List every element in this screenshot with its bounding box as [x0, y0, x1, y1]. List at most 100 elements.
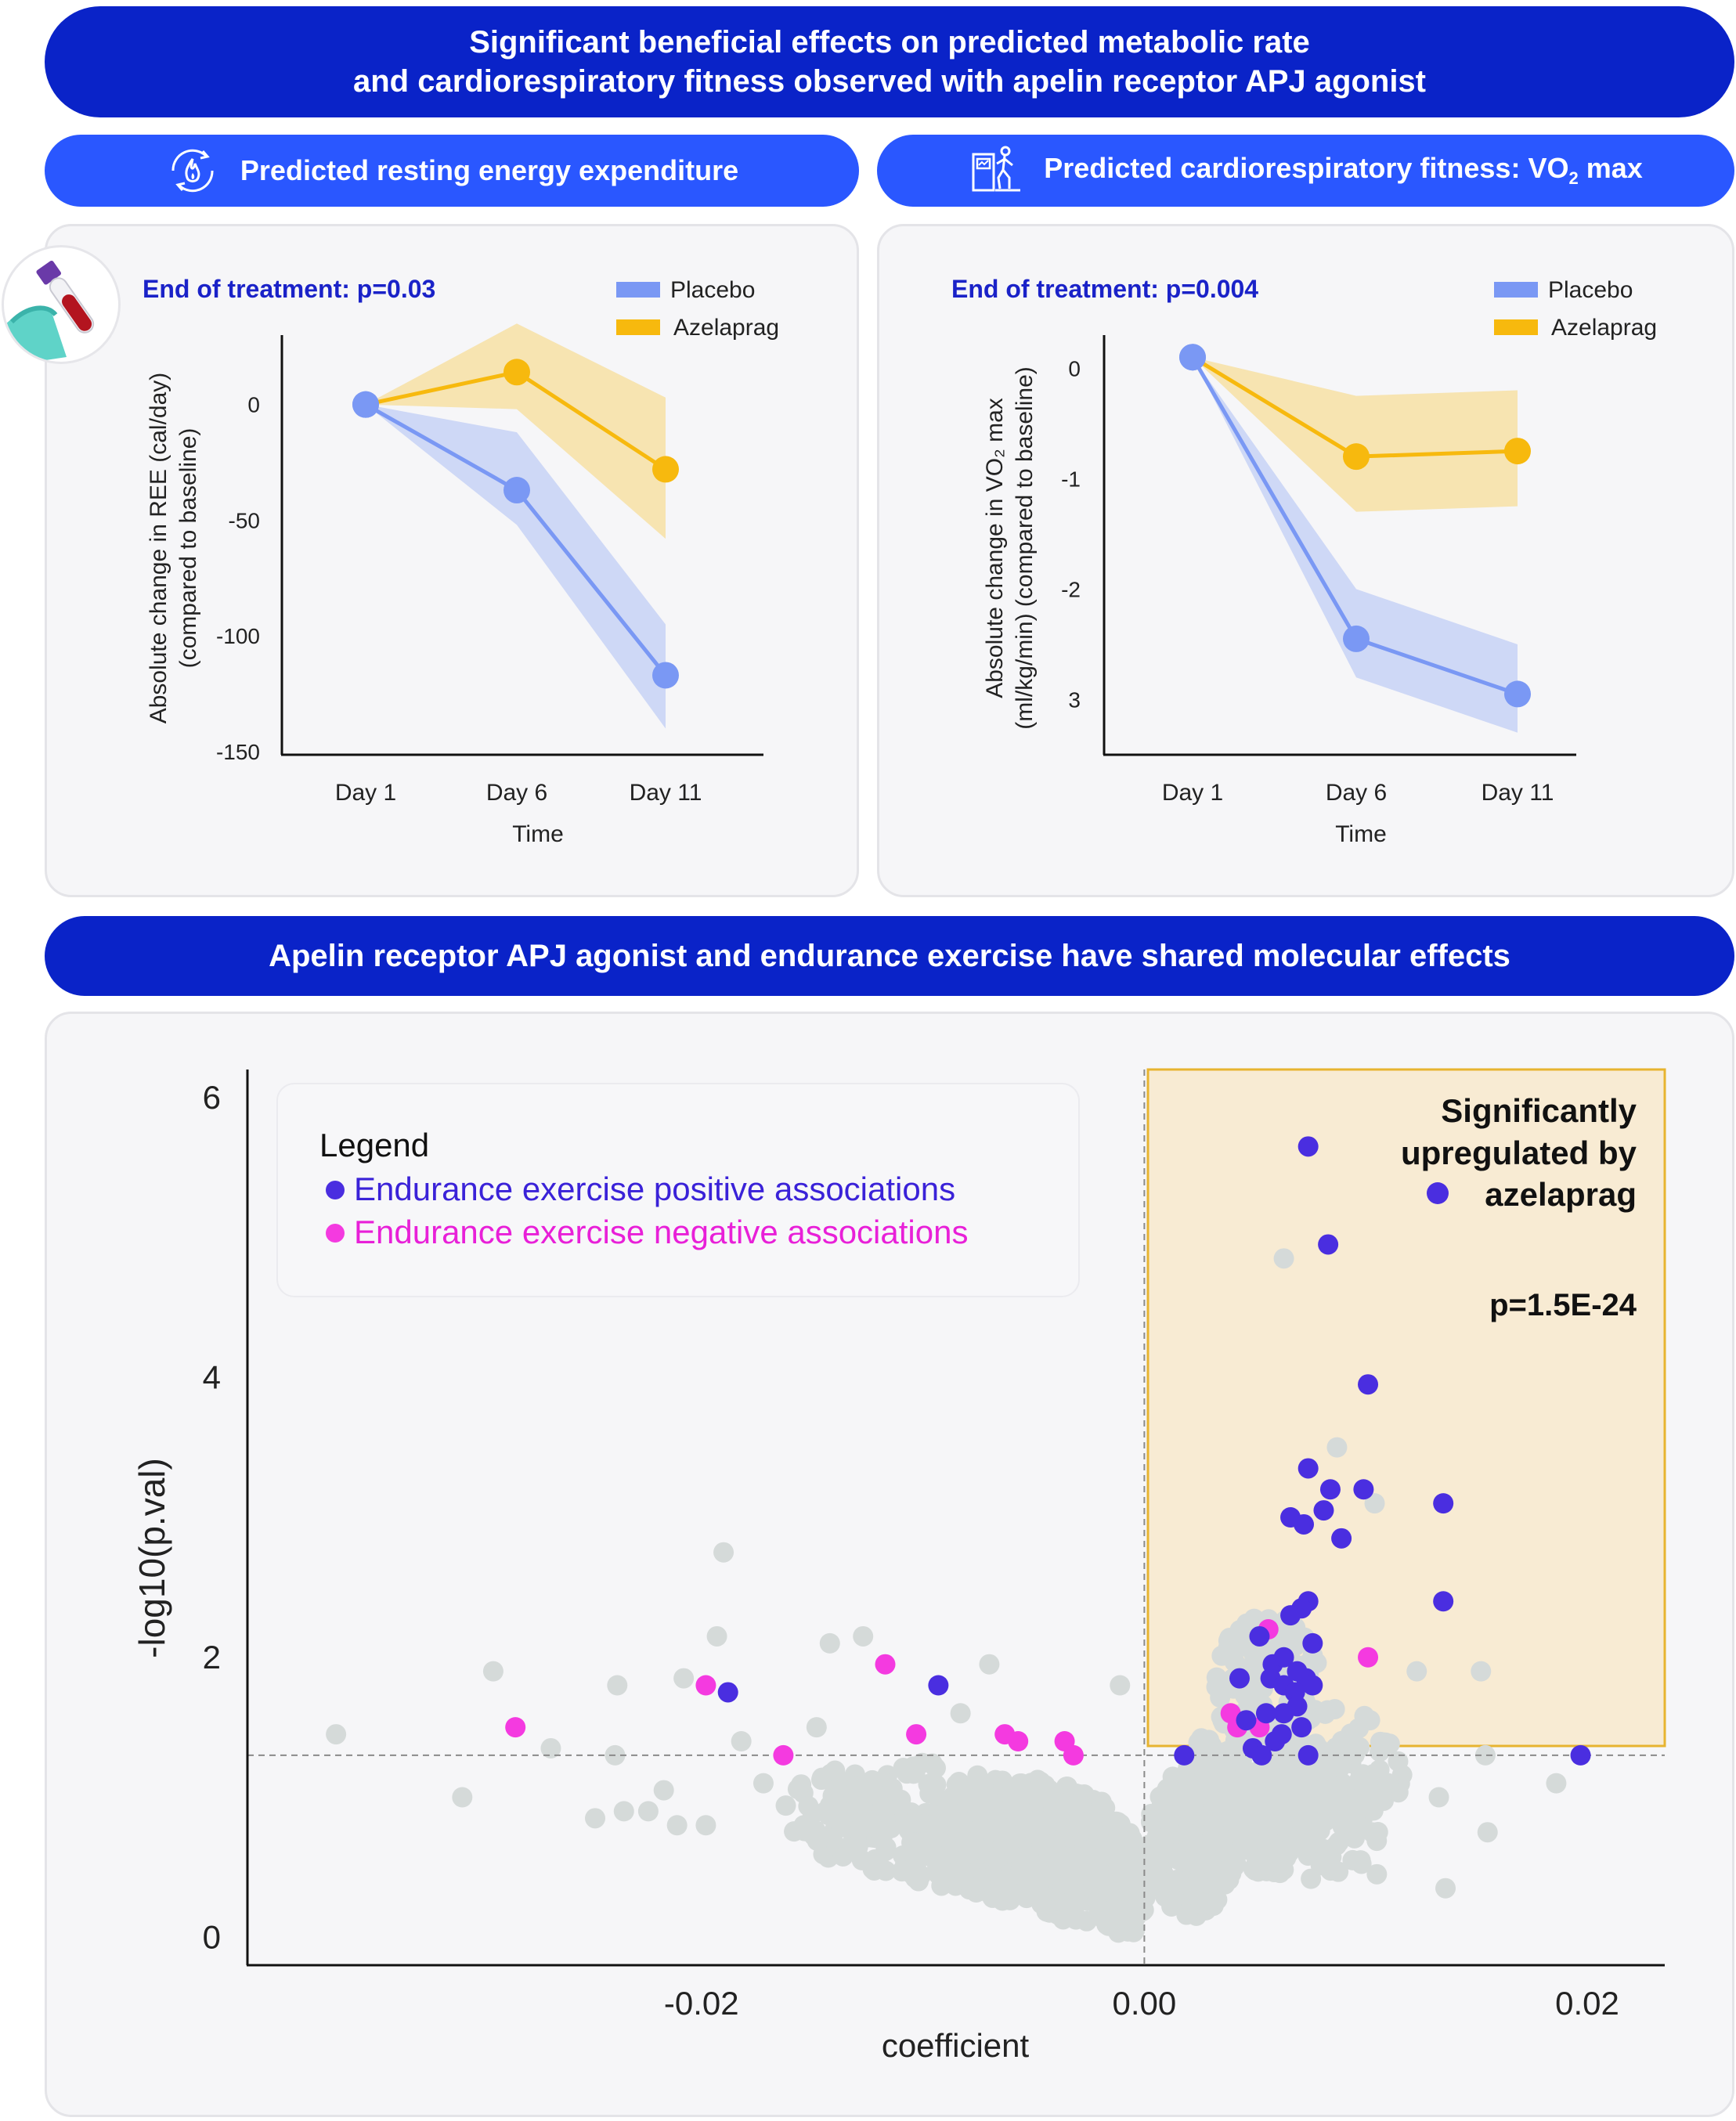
grey-point [1254, 1846, 1275, 1867]
grey-point [1301, 1868, 1322, 1889]
grey-point [990, 1816, 1011, 1838]
grey-point [846, 1777, 868, 1798]
grey-point [955, 1779, 976, 1800]
grey-point [1192, 1894, 1213, 1915]
vo2-x-tick: Day 1 [1162, 780, 1223, 806]
grey-point [1344, 1827, 1365, 1849]
grey-point [540, 1737, 561, 1758]
negative-association-point [1063, 1744, 1084, 1766]
grey-point [882, 1778, 903, 1799]
grey-point [891, 1861, 912, 1882]
ree-y-axis-label-2: (compared to baseline) [175, 428, 201, 669]
ree-legend-azelaprag-label: Azelaprag [673, 315, 779, 341]
grey-point [482, 1661, 503, 1682]
grey-point [1295, 1838, 1316, 1859]
grey-point [1147, 1839, 1168, 1860]
grey-point [1187, 1870, 1208, 1891]
positive-association-point [1273, 1647, 1294, 1668]
volcano-y-tick: 4 [203, 1358, 221, 1395]
grey-point [1135, 1884, 1156, 1905]
grey-point [637, 1801, 659, 1822]
legend-positive-dot [326, 1181, 345, 1199]
volcano-y-axis-label: -log10(p.val) [132, 1458, 172, 1658]
grey-point [806, 1717, 827, 1738]
grey-point [1109, 1845, 1130, 1866]
grey-point [1012, 1866, 1034, 1887]
grey-point [1316, 1841, 1337, 1862]
positive-association-point [1297, 1744, 1319, 1766]
positive-association-point [1255, 1703, 1276, 1724]
main-title-line-2: and cardiorespiratory fitness observed w… [353, 64, 1426, 99]
ree-panel [45, 224, 859, 897]
grey-point [706, 1625, 727, 1647]
positive-association-point [1302, 1632, 1323, 1654]
grey-point [1477, 1822, 1498, 1843]
vo2-y-axis-label-1: Absolute change in VO₂ max [982, 398, 1008, 698]
ree-y-axis-label-1: Absolute change in REE (cal/day) [146, 373, 171, 724]
grey-point [1036, 1812, 1057, 1833]
ree-placebo-band [366, 404, 666, 729]
positive-association-point [1271, 1724, 1292, 1745]
positive-association-point [1570, 1744, 1591, 1766]
volcano-x-tick: 0.02 [1555, 1985, 1619, 2022]
ree-header: Predicted resting energy expenditure [45, 135, 859, 207]
grey-point [653, 1780, 674, 1801]
grey-point [1364, 1493, 1385, 1514]
grey-point [1088, 1897, 1110, 1918]
grey-point [1056, 1795, 1077, 1816]
positive-association-point [1331, 1528, 1352, 1549]
positive-association-point [1249, 1625, 1270, 1647]
grey-point [897, 1813, 918, 1834]
vo2-placebo-point [1343, 625, 1370, 652]
positive-association-point [1251, 1744, 1272, 1766]
grey-point [893, 1758, 914, 1779]
grey-point [1215, 1842, 1236, 1863]
grey-point [1253, 1811, 1274, 1832]
positive-association-point [1358, 1374, 1379, 1395]
grey-point [1153, 1879, 1174, 1900]
ree-placebo-point [503, 477, 530, 504]
grey-point [753, 1773, 774, 1794]
ree-y-tick: -100 [216, 624, 260, 648]
grey-point [1179, 1823, 1200, 1845]
grey-point [950, 1703, 971, 1724]
vo2-x-tick: Day 11 [1482, 780, 1554, 806]
positive-association-point [1174, 1744, 1195, 1766]
ree-chart-title: End of treatment: p=0.03 [143, 275, 435, 303]
grey-point [838, 1837, 859, 1858]
box-title-dot [1427, 1182, 1449, 1204]
grey-point [1064, 1883, 1085, 1904]
box-title-line-3: azelaprag [1485, 1176, 1637, 1213]
grey-point [1273, 1248, 1294, 1269]
grey-point [1315, 1703, 1336, 1724]
volcano-legend-title: Legend [319, 1127, 429, 1163]
grey-point [872, 1827, 893, 1848]
grey-point [796, 1817, 817, 1838]
vo2-azelaprag-point [1179, 344, 1206, 371]
grey-point [1042, 1862, 1063, 1883]
ree-azelaprag-point [352, 391, 379, 418]
grey-point [908, 1870, 929, 1892]
grey-point [695, 1815, 716, 1836]
negative-association-point [875, 1654, 896, 1675]
vo2-placebo-band [1193, 357, 1518, 733]
grey-point [1070, 1792, 1092, 1813]
grey-point [787, 1779, 808, 1800]
grey-point [1352, 1764, 1373, 1785]
grey-point [1471, 1661, 1492, 1682]
ree-x-tick: Day 6 [486, 780, 547, 806]
positive-association-point [1319, 1479, 1341, 1500]
vo2-y-tick: -1 [1061, 467, 1081, 491]
grey-point [1070, 1820, 1092, 1841]
ree-y-tick: -50 [229, 508, 260, 532]
grey-point [1285, 1767, 1306, 1788]
grey-point [713, 1542, 734, 1563]
section2-title-banner: Apelin receptor APJ agonist and enduranc… [45, 916, 1734, 996]
grey-point [1435, 1878, 1456, 1899]
grey-point [1238, 1822, 1259, 1843]
vo2-y-tick: 0 [1068, 356, 1081, 381]
ree-azelaprag-point [503, 359, 530, 386]
grey-point [1377, 1773, 1399, 1794]
vo2-azelaprag-point [1504, 438, 1531, 465]
